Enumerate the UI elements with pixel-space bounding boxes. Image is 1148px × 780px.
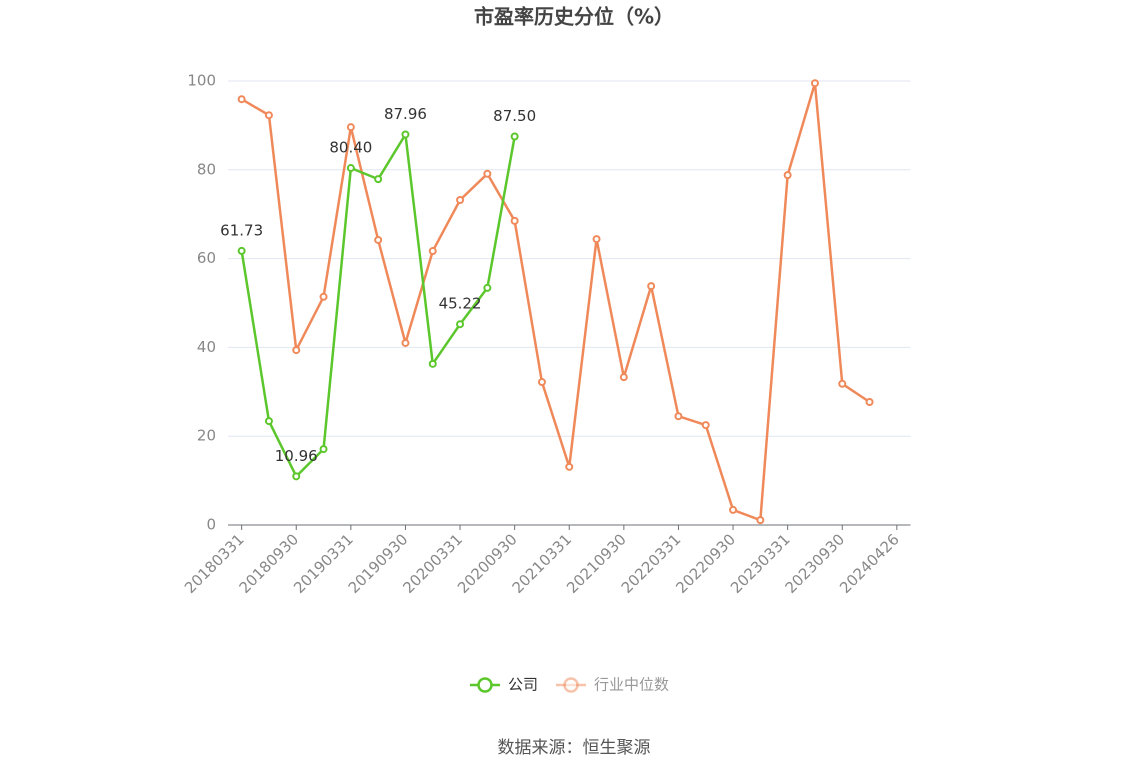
data-point bbox=[865, 398, 874, 407]
data-point bbox=[292, 472, 301, 481]
y-tick-label: 0 bbox=[206, 516, 216, 534]
y-tick-label: 80 bbox=[197, 160, 216, 178]
data-point bbox=[237, 246, 246, 255]
data-point bbox=[456, 195, 465, 204]
data-point bbox=[456, 320, 465, 329]
data-point bbox=[319, 445, 328, 454]
data-label: 87.96 bbox=[384, 105, 427, 123]
data-label: 10.96 bbox=[275, 447, 318, 465]
data-point bbox=[592, 235, 601, 244]
data-point bbox=[428, 359, 437, 368]
data-point bbox=[537, 378, 546, 387]
data-label: 45.22 bbox=[439, 295, 482, 313]
data-point bbox=[565, 462, 574, 471]
data-point bbox=[374, 175, 383, 184]
y-tick-label: 60 bbox=[197, 249, 216, 267]
data-point bbox=[237, 95, 246, 104]
data-point bbox=[319, 292, 328, 301]
data-point bbox=[838, 379, 847, 388]
y-tick-label: 40 bbox=[197, 338, 216, 356]
data-point bbox=[292, 346, 301, 355]
data-point bbox=[510, 132, 519, 141]
data-point bbox=[483, 283, 492, 292]
data-point bbox=[428, 247, 437, 256]
data-label: 80.40 bbox=[329, 139, 372, 157]
source-note: 数据来源：恒生聚源 bbox=[498, 738, 651, 758]
y-tick-label: 100 bbox=[187, 72, 216, 90]
data-point bbox=[783, 171, 792, 180]
data-point bbox=[346, 164, 355, 173]
data-point bbox=[264, 111, 273, 120]
data-point bbox=[483, 169, 492, 178]
legend-marker bbox=[477, 677, 493, 693]
y-tick-label: 20 bbox=[197, 427, 216, 445]
data-point bbox=[510, 216, 519, 225]
x-tick-label: 20240426 bbox=[836, 530, 903, 597]
legend-label: 公司 bbox=[508, 676, 538, 694]
data-point bbox=[264, 417, 273, 426]
data-point bbox=[401, 130, 410, 139]
data-point bbox=[701, 421, 710, 430]
data-point bbox=[374, 235, 383, 244]
data-point bbox=[619, 373, 628, 382]
legend-label: 行业中位数 bbox=[594, 676, 669, 694]
data-point bbox=[647, 282, 656, 291]
data-label: 61.73 bbox=[220, 221, 263, 239]
data-point bbox=[756, 516, 765, 525]
data-point bbox=[810, 79, 819, 88]
data-point bbox=[346, 123, 355, 132]
data-point bbox=[674, 412, 683, 421]
data-label: 87.50 bbox=[493, 107, 536, 125]
series-line bbox=[241, 82, 871, 522]
chart-title: 市盈率历史分位（%） bbox=[474, 5, 674, 29]
legend-marker bbox=[563, 677, 579, 693]
data-point bbox=[729, 505, 738, 514]
data-point bbox=[401, 338, 410, 347]
